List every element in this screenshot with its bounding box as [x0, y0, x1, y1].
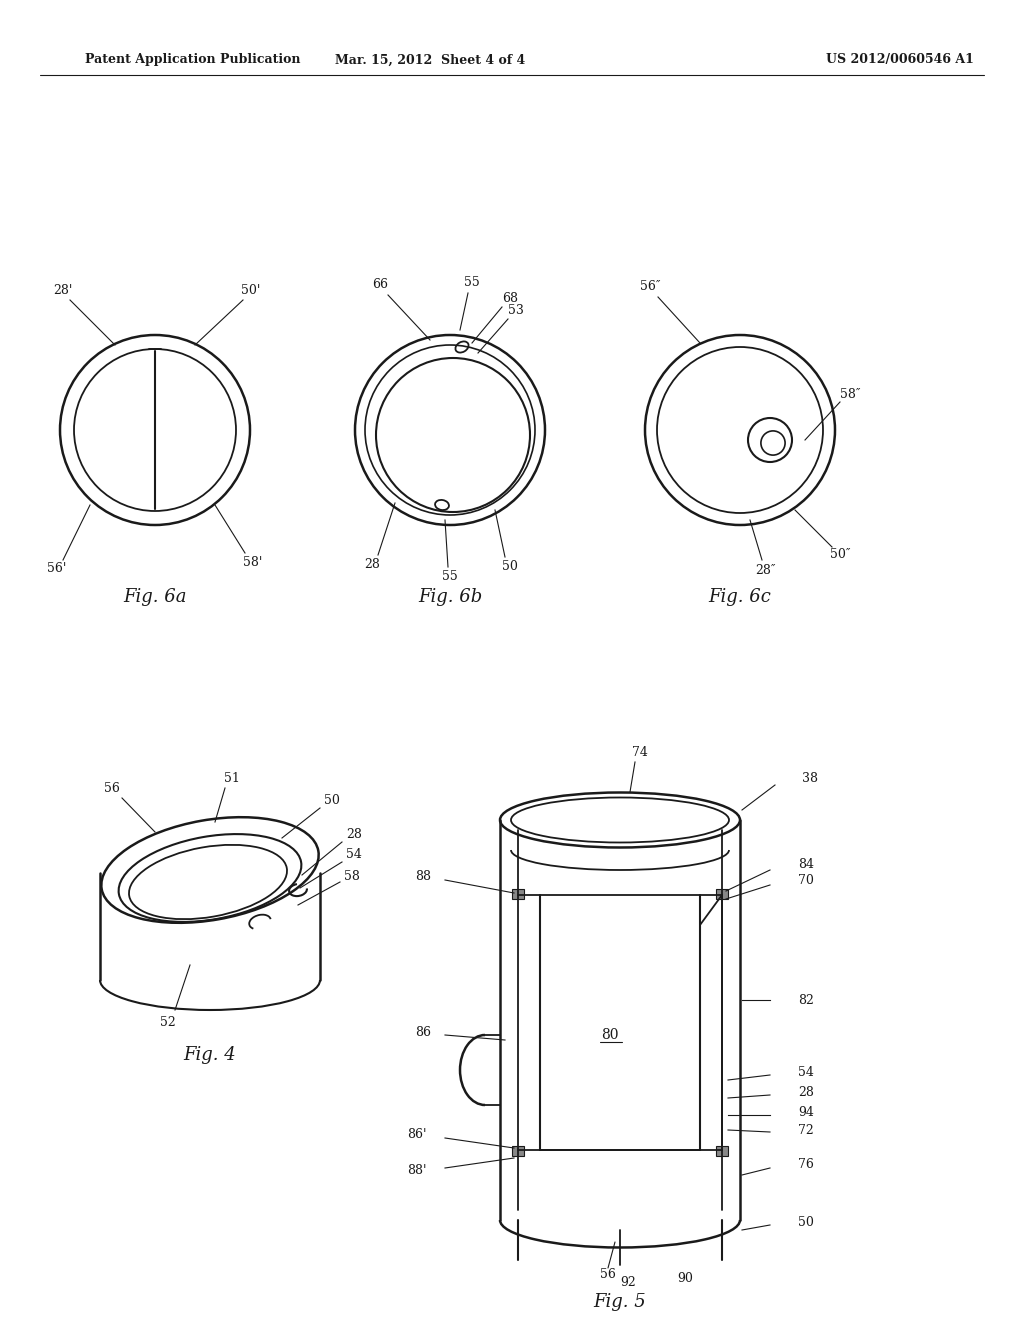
Text: 50': 50'	[242, 285, 261, 297]
Text: 50: 50	[502, 561, 518, 573]
Text: 82: 82	[798, 994, 814, 1006]
Text: 80: 80	[601, 1028, 618, 1041]
Text: 66: 66	[372, 279, 388, 292]
Text: Fig. 4: Fig. 4	[183, 1045, 237, 1064]
Bar	[512, 1146, 524, 1156]
Text: 84: 84	[798, 858, 814, 871]
Text: 28: 28	[346, 828, 361, 841]
Text: 56: 56	[600, 1269, 616, 1282]
Bar	[716, 888, 728, 899]
Text: 58: 58	[344, 870, 360, 883]
Text: Fig. 6a: Fig. 6a	[123, 587, 186, 606]
Text: 28″: 28″	[755, 564, 775, 577]
Bar	[512, 888, 524, 899]
Text: 53: 53	[508, 305, 524, 318]
Text: 28: 28	[365, 558, 380, 572]
Text: 90: 90	[677, 1271, 693, 1284]
Text: 54: 54	[798, 1065, 814, 1078]
Text: 28': 28'	[53, 285, 73, 297]
Text: Fig. 5: Fig. 5	[594, 1294, 646, 1311]
Text: 56': 56'	[47, 562, 67, 576]
Text: 50″: 50″	[829, 549, 850, 561]
Text: 92: 92	[621, 1275, 636, 1288]
Text: 70: 70	[798, 874, 814, 887]
Text: 28: 28	[798, 1085, 814, 1098]
Text: 52: 52	[160, 1015, 176, 1028]
Text: 58″: 58″	[840, 388, 860, 400]
Text: 38: 38	[802, 771, 818, 784]
Text: 86: 86	[415, 1026, 431, 1039]
Text: 58': 58'	[244, 556, 263, 569]
Text: 50: 50	[798, 1216, 814, 1229]
Text: 94: 94	[798, 1106, 814, 1119]
Text: 55: 55	[464, 276, 480, 289]
Text: 74: 74	[632, 746, 648, 759]
Text: 68: 68	[502, 293, 518, 305]
Text: 88: 88	[415, 870, 431, 883]
Text: US 2012/0060546 A1: US 2012/0060546 A1	[826, 54, 974, 66]
Bar	[716, 1146, 728, 1156]
Text: 55: 55	[442, 570, 458, 583]
Text: 88': 88'	[408, 1164, 427, 1177]
Text: Mar. 15, 2012  Sheet 4 of 4: Mar. 15, 2012 Sheet 4 of 4	[335, 54, 525, 66]
Text: 56: 56	[104, 781, 120, 795]
Text: 54: 54	[346, 847, 361, 861]
Text: 86': 86'	[408, 1129, 427, 1142]
Text: 56″: 56″	[640, 281, 660, 293]
Text: 76: 76	[798, 1159, 814, 1172]
Text: 72: 72	[798, 1123, 814, 1137]
Text: Fig. 6b: Fig. 6b	[418, 587, 482, 606]
Text: Patent Application Publication: Patent Application Publication	[85, 54, 300, 66]
Text: 50: 50	[324, 793, 340, 807]
Text: Fig. 6c: Fig. 6c	[709, 587, 771, 606]
Text: 51: 51	[224, 771, 240, 784]
